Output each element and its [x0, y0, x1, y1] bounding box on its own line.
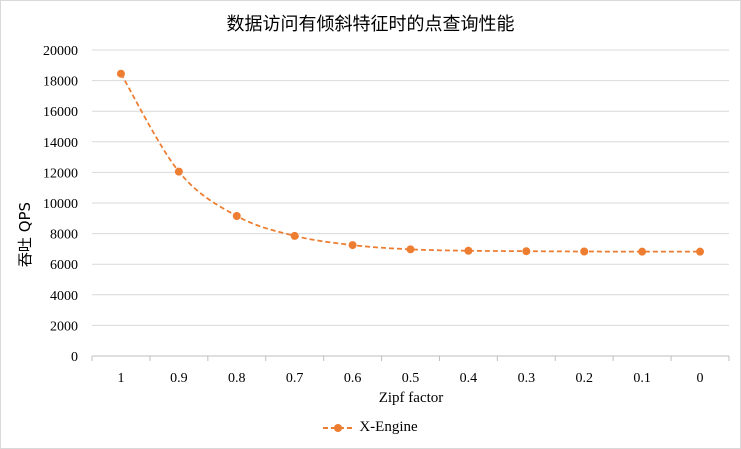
- y-tick-12000: 12000: [43, 166, 78, 181]
- series-line-0: [120, 73, 701, 253]
- x-tick-0.3: 0.3: [518, 371, 536, 386]
- grid-lines: [92, 49, 729, 326]
- data-point-0: [696, 247, 705, 256]
- chart-title: 数据访问有倾斜特征时的点查询性能: [226, 14, 515, 35]
- legend: X-Engine: [1, 419, 740, 436]
- y-tick-2000: 2000: [50, 319, 78, 334]
- y-axis-title-wrap: 吞吐 QPS: [15, 129, 35, 339]
- x-tick-0.6: 0.6: [344, 371, 362, 386]
- x-tick-0.9: 0.9: [170, 371, 188, 386]
- data-point-0.9: [174, 167, 183, 176]
- y-tick-10000: 10000: [43, 197, 78, 212]
- y-tick-4000: 4000: [50, 289, 78, 304]
- legend-swatch-x-engine: [323, 423, 354, 432]
- x-tick-1: 1: [117, 371, 124, 386]
- data-point-0.7: [290, 231, 299, 240]
- data-point-0.1: [638, 247, 647, 256]
- x-axis: [91, 355, 730, 361]
- y-tick-18000: 18000: [43, 75, 78, 90]
- y-axis-title: 吞吐 QPS: [16, 201, 35, 267]
- series-x-engine: [116, 69, 705, 256]
- data-point-0.4: [464, 246, 473, 255]
- x-tick-labels: 1 0.9 0.8 0.7 0.6 0.5 0.4 0.3 0.2 0.1 0: [117, 371, 703, 386]
- data-point-0.3: [522, 247, 531, 256]
- x-tick-0.2: 0.2: [575, 371, 593, 386]
- x-tick-0.7: 0.7: [286, 371, 304, 386]
- legend-label-x-engine: X-Engine: [359, 419, 418, 435]
- data-point-0.2: [580, 247, 589, 256]
- x-tick-0.1: 0.1: [633, 371, 651, 386]
- y-tick-labels: 0 2000 4000 6000 8000 10000 12000 14000 16000 180…: [43, 44, 78, 365]
- y-tick-0: 0: [71, 350, 78, 365]
- y-tick-14000: 14000: [43, 136, 78, 151]
- x-tick-0.8: 0.8: [228, 371, 246, 386]
- x-tick-0: 0: [697, 371, 704, 386]
- y-tick-20000: 20000: [43, 44, 78, 59]
- data-point-0.8: [232, 212, 241, 221]
- data-point-0.5: [406, 245, 415, 254]
- y-tick-6000: 6000: [50, 258, 78, 273]
- x-tick-0.5: 0.5: [402, 371, 420, 386]
- y-tick-16000: 16000: [43, 105, 78, 120]
- data-point-0.6: [348, 241, 357, 250]
- x-tick-0.4: 0.4: [460, 371, 478, 386]
- data-point-1: [116, 69, 125, 78]
- y-tick-8000: 8000: [50, 228, 78, 243]
- x-axis-title: Zipf factor: [379, 390, 444, 406]
